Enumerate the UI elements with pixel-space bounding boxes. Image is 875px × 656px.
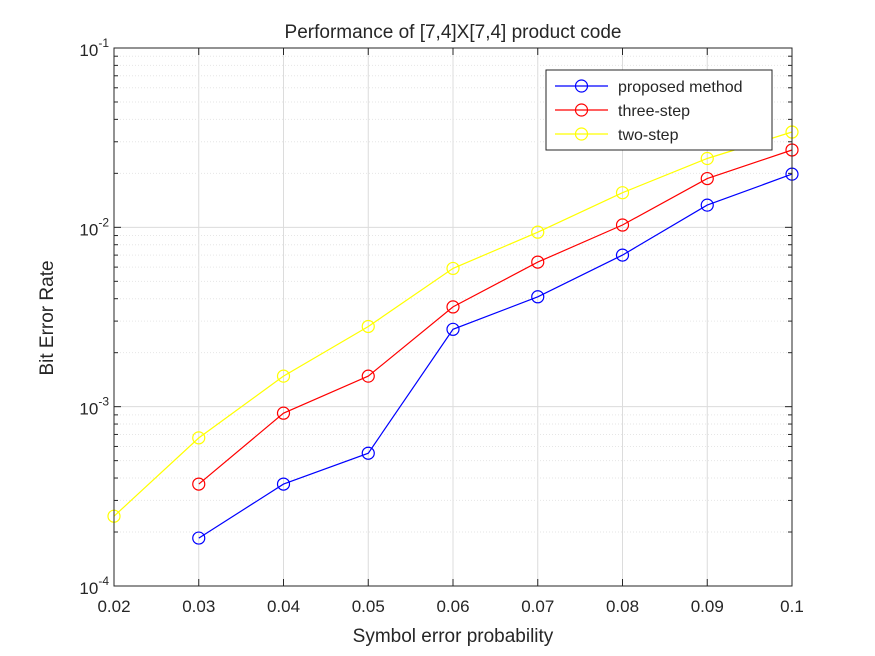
y-axis-label: Bit Error Rate bbox=[37, 260, 58, 375]
x-tick-label: 0.02 bbox=[97, 597, 130, 616]
legend-entry-label: proposed method bbox=[618, 79, 743, 96]
data-point-marker bbox=[700, 171, 714, 186]
legend-marker bbox=[574, 127, 589, 141]
x-tick-label: 0.07 bbox=[521, 597, 554, 616]
x-axis-label: Symbol error probability bbox=[353, 626, 554, 647]
data-point-marker bbox=[192, 531, 206, 545]
data-point-marker bbox=[531, 290, 545, 304]
data-point-marker bbox=[192, 431, 206, 445]
data-point-marker bbox=[192, 477, 206, 491]
x-tick-label: 0.1 bbox=[780, 597, 804, 616]
data-point-marker bbox=[700, 198, 714, 212]
data-point-marker bbox=[361, 319, 375, 334]
axis-ticks bbox=[113, 47, 793, 587]
data-point-marker bbox=[361, 369, 375, 383]
chart-title: Performance of [7,4]X[7,4] product code bbox=[285, 22, 622, 43]
data-point-marker bbox=[276, 477, 291, 491]
x-tick-label: 0.05 bbox=[352, 597, 385, 616]
x-tick-label: 0.06 bbox=[436, 597, 469, 616]
series-line bbox=[198, 173, 793, 539]
data-point-marker bbox=[700, 151, 714, 166]
data-point-marker bbox=[446, 261, 460, 276]
data-point-marker bbox=[615, 218, 630, 232]
series-line bbox=[113, 131, 793, 517]
data-point-marker bbox=[615, 248, 630, 262]
data-point-marker bbox=[446, 300, 460, 314]
x-tick-label: 0.08 bbox=[606, 597, 639, 616]
legend-marker bbox=[574, 103, 589, 117]
y-tick-label: 10-1 bbox=[79, 36, 109, 60]
data-point-marker bbox=[446, 322, 460, 336]
y-tick-labels: 10-4 10-3 10-2 10-1 bbox=[79, 36, 109, 598]
y-tick-label: 10-4 bbox=[79, 574, 109, 598]
x-tick-label: 0.09 bbox=[691, 597, 724, 616]
data-point-marker bbox=[276, 369, 291, 383]
series-layer bbox=[107, 125, 799, 545]
series-line bbox=[198, 149, 793, 485]
x-tick-labels: 0.02 0.03 0.04 0.05 0.06 0.07 0.08 0.09 0.1 bbox=[97, 597, 803, 616]
data-point-marker bbox=[531, 225, 545, 239]
legend: proposed method three-step two-step bbox=[545, 69, 773, 151]
y-tick-label: 10-2 bbox=[79, 215, 109, 239]
x-tick-label: 0.03 bbox=[182, 597, 215, 616]
legend-marker bbox=[574, 79, 589, 93]
legend-entry-label: two-step bbox=[618, 127, 679, 144]
data-point-marker bbox=[361, 446, 375, 460]
data-point-marker bbox=[276, 406, 291, 420]
legend-entry-label: three-step bbox=[618, 103, 690, 120]
data-point-marker bbox=[531, 255, 545, 269]
data-point-marker bbox=[615, 186, 630, 200]
x-tick-label: 0.04 bbox=[267, 597, 300, 616]
y-tick-label: 10-3 bbox=[79, 395, 109, 419]
